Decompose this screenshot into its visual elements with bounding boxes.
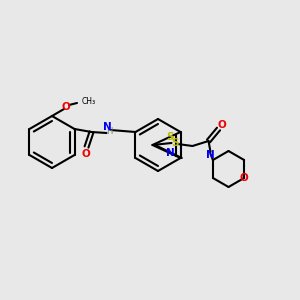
Text: O: O <box>81 149 90 159</box>
Text: S: S <box>171 138 178 148</box>
Text: N: N <box>103 122 112 132</box>
Text: O: O <box>240 173 248 183</box>
Text: O: O <box>61 102 70 112</box>
Text: N: N <box>206 150 215 160</box>
Text: CH₃: CH₃ <box>82 98 96 106</box>
Text: N: N <box>166 148 175 158</box>
Text: H: H <box>106 128 113 136</box>
Text: O: O <box>217 120 226 130</box>
Text: S: S <box>166 132 174 142</box>
